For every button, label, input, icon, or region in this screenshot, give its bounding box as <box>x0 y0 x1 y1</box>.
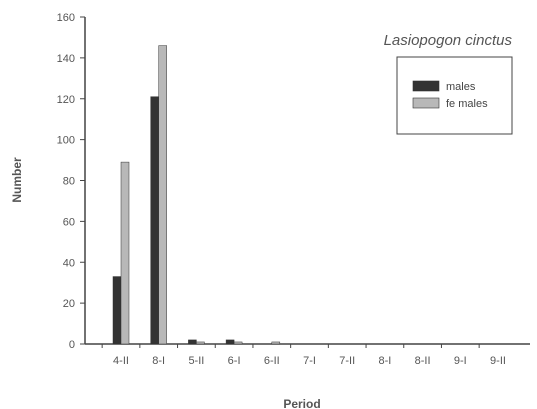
bar-females <box>196 341 205 345</box>
x-tick-label: 4-II <box>113 355 129 367</box>
x-axis-ticks: 4-II 8-I 5-II 6-I 6-II 7-I 7-II 8-I 8-II 9-I 9-II <box>101 344 506 367</box>
x-tick-label: 8-I <box>378 355 391 367</box>
x-tick-label: 8-II <box>415 355 431 367</box>
bar-males <box>112 276 122 345</box>
x-tick-label: 7-II <box>339 355 355 367</box>
bar-females <box>233 341 243 345</box>
legend-swatch-females <box>412 97 440 109</box>
y-axis-ticks: 0 20 40 60 80 100 120 140 160 <box>57 12 85 351</box>
y-tick-label: 60 <box>63 216 75 228</box>
y-tick-label: 20 <box>63 298 75 310</box>
y-tick-label: 0 <box>69 339 75 351</box>
x-axis-title: Period <box>283 397 320 409</box>
x-tick-label: 6-II <box>264 355 280 367</box>
x-tick-label: 7-I <box>303 355 316 367</box>
x-tick-label: 5-II <box>188 355 204 367</box>
legend-label-males: males <box>446 81 476 93</box>
y-tick-label: 100 <box>57 135 75 147</box>
y-tick-label: 160 <box>57 12 75 24</box>
bar-females <box>158 45 167 345</box>
chart-title: Lasiopogon cinctus <box>384 32 513 49</box>
x-tick-label: 8-I <box>152 355 165 367</box>
bar-males <box>225 339 235 345</box>
bar-females <box>271 341 281 345</box>
x-tick-label: 9-II <box>490 355 506 367</box>
y-tick-label: 140 <box>57 53 75 65</box>
y-tick-label: 120 <box>57 94 75 106</box>
bar-series <box>112 45 281 345</box>
legend: males fe males <box>396 56 513 135</box>
y-axis-title: Number <box>10 157 24 203</box>
legend-label-females: fe males <box>446 98 488 110</box>
x-tick-label: 9-I <box>454 355 467 367</box>
legend-box <box>396 56 513 135</box>
bar-males <box>188 339 197 345</box>
legend-swatch-males <box>412 80 440 92</box>
y-tick-label: 40 <box>63 257 75 269</box>
x-tick-label: 6-I <box>228 355 241 367</box>
y-tick-label: 80 <box>63 176 75 188</box>
bar-males <box>150 96 159 345</box>
bar-females <box>120 161 130 345</box>
